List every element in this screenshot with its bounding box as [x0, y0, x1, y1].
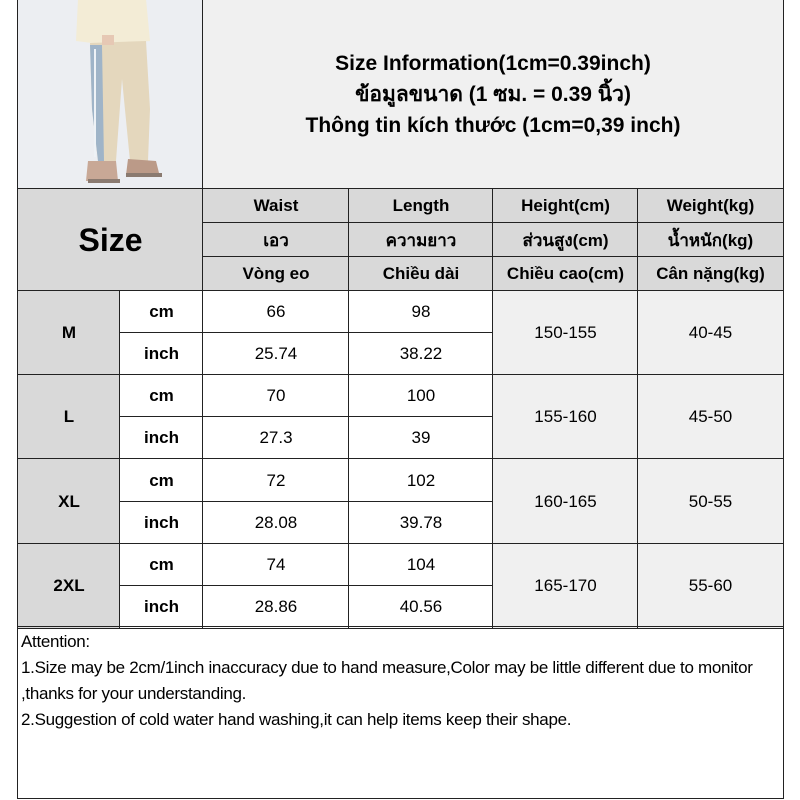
column-header-th: เอว — [202, 222, 350, 258]
column-header-en: Weight(kg) — [637, 188, 784, 224]
attention-box: Attention: 1.Size may be 2cm/1inch inacc… — [17, 626, 784, 799]
pants-model-image — [18, 0, 203, 189]
length-inch-value: 39.78 — [348, 501, 494, 545]
column-header-en: Height(cm) — [492, 188, 639, 224]
length-cm-value: 102 — [348, 458, 494, 503]
height-range-value: 165-170 — [492, 543, 639, 629]
waist-inch-value: 25.74 — [202, 332, 350, 376]
weight-range-value: 45-50 — [637, 374, 784, 460]
unit-inch-label: inch — [119, 501, 204, 545]
length-cm-value: 104 — [348, 543, 494, 587]
unit-inch-label: inch — [119, 585, 204, 629]
length-cm-value: 100 — [348, 374, 494, 418]
unit-cm-label: cm — [119, 543, 204, 587]
waist-cm-value: 74 — [202, 543, 350, 587]
attention-heading: Attention: — [21, 632, 90, 651]
title-vietnamese: Thông tin kích thước (1cm=0,39 inch) — [305, 113, 681, 137]
size-information-title: Size Information(1cm=0.39inch) ข้อมูลขนา… — [202, 0, 784, 190]
length-inch-value: 39 — [348, 416, 494, 460]
column-header-vi: Cân nặng(kg) — [637, 256, 784, 292]
height-range-value: 150-155 — [492, 290, 639, 376]
waist-inch-value: 28.86 — [202, 585, 350, 629]
unit-cm-label: cm — [119, 290, 204, 334]
column-header-vi: Chiều dài — [348, 256, 494, 292]
waist-cm-value: 66 — [202, 290, 350, 334]
unit-inch-label: inch — [119, 332, 204, 376]
waist-inch-value: 27.3 — [202, 416, 350, 460]
size-header: Size — [17, 188, 204, 292]
size-label: 2XL — [17, 543, 121, 629]
column-header-vi: Chiều cao(cm) — [492, 256, 639, 292]
waist-inch-value: 28.08 — [202, 501, 350, 545]
column-header-en: Length — [348, 188, 494, 224]
column-header-th: ความยาว — [348, 222, 494, 258]
title-thai: ข้อมูลขนาด (1 ซม. = 0.39 นิ้ว) — [355, 82, 631, 106]
waist-cm-value: 72 — [202, 458, 350, 503]
length-inch-value: 40.56 — [348, 585, 494, 629]
column-header-th: น้ำหนัก(kg) — [637, 222, 784, 258]
column-header-vi: Vòng eo — [202, 256, 350, 292]
size-label: L — [17, 374, 121, 460]
height-range-value: 160-165 — [492, 458, 639, 545]
column-header-th: ส่วนสูง(cm) — [492, 222, 639, 258]
weight-range-value: 55-60 — [637, 543, 784, 629]
unit-inch-label: inch — [119, 416, 204, 460]
product-photo — [17, 0, 204, 190]
weight-range-value: 50-55 — [637, 458, 784, 545]
column-header-en: Waist — [202, 188, 350, 224]
length-cm-value: 98 — [348, 290, 494, 334]
attention-note-2: 2.Suggestion of cold water hand washing,… — [21, 710, 572, 729]
length-inch-value: 38.22 — [348, 332, 494, 376]
height-range-value: 155-160 — [492, 374, 639, 460]
unit-cm-label: cm — [119, 458, 204, 503]
size-label: M — [17, 290, 121, 376]
waist-cm-value: 70 — [202, 374, 350, 418]
unit-cm-label: cm — [119, 374, 204, 418]
title-english: Size Information(1cm=0.39inch) — [335, 51, 651, 75]
size-label: XL — [17, 458, 121, 545]
attention-note-1: 1.Size may be 2cm/1inch inaccuracy due t… — [21, 658, 753, 703]
weight-range-value: 40-45 — [637, 290, 784, 376]
